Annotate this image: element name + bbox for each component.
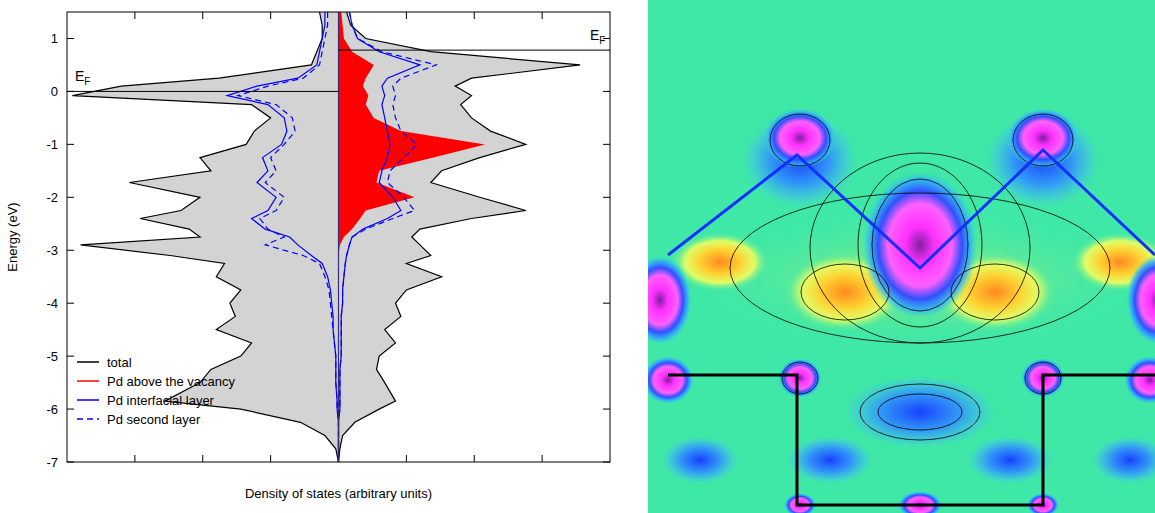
x-tick bbox=[202, 455, 203, 462]
x-tick bbox=[542, 455, 543, 462]
y-tick-label: -3 bbox=[46, 243, 58, 258]
dos-area bbox=[339, 12, 581, 462]
y-tick bbox=[67, 250, 74, 251]
x-tick bbox=[406, 12, 407, 19]
contour bbox=[872, 179, 968, 311]
fermi-label-sub: F bbox=[599, 35, 605, 46]
density-blob bbox=[862, 170, 978, 320]
x-tick bbox=[134, 12, 135, 19]
y-tick-label: -7 bbox=[46, 455, 58, 470]
density-map bbox=[648, 0, 1155, 513]
y-tick bbox=[603, 250, 610, 251]
contour bbox=[951, 264, 1039, 320]
y-tick bbox=[603, 356, 610, 357]
legend: total Pd above the vacancy Pd interfacial … bbox=[77, 355, 235, 427]
y-tick bbox=[67, 91, 74, 92]
y-tick bbox=[67, 197, 74, 198]
legend-swatch bbox=[77, 418, 99, 420]
fermi-label: EF bbox=[75, 68, 90, 87]
dos-area bbox=[72, 12, 338, 462]
dos-line bbox=[339, 12, 420, 462]
y-tick bbox=[603, 144, 610, 145]
dos-area bbox=[339, 12, 486, 462]
fermi-line bbox=[67, 91, 339, 92]
y-tick-label: -1 bbox=[46, 137, 58, 152]
density-blob bbox=[1126, 255, 1155, 345]
contour bbox=[782, 362, 818, 394]
y-tick bbox=[603, 409, 610, 410]
y-tick bbox=[67, 303, 74, 304]
density-blob bbox=[1007, 108, 1079, 168]
dos-line bbox=[339, 12, 437, 462]
dos-line bbox=[227, 12, 338, 462]
plot-area bbox=[67, 12, 610, 462]
y-tick bbox=[603, 197, 610, 198]
y-tick bbox=[67, 356, 74, 357]
y-tick-label: 0 bbox=[51, 84, 58, 99]
contour bbox=[1013, 114, 1073, 166]
y-tick-label: -6 bbox=[46, 402, 58, 417]
x-tick bbox=[474, 455, 475, 462]
dos-line bbox=[238, 12, 339, 462]
fermi-label-sub: F bbox=[84, 76, 90, 87]
legend-label: Pd above the vacancy bbox=[107, 374, 235, 389]
figure: EF EF -7 -6 -5 -4 -3 -2 -1 0 1 Energy (eV) Density o… bbox=[0, 0, 1155, 513]
y-axis: -7 -6 -5 -4 -3 -2 -1 0 1 bbox=[46, 31, 610, 470]
y-tick-label: -2 bbox=[46, 190, 58, 205]
density-blob bbox=[660, 435, 740, 485]
dos-outline bbox=[72, 12, 338, 462]
legend-label: total bbox=[107, 355, 132, 370]
x-tick bbox=[542, 12, 543, 19]
cell-lines bbox=[668, 375, 1155, 505]
y-tick bbox=[603, 462, 610, 463]
contour bbox=[810, 153, 1030, 343]
y-tick bbox=[603, 91, 610, 92]
y-tick bbox=[603, 38, 610, 39]
legend-swatch bbox=[77, 361, 99, 363]
x-tick bbox=[202, 12, 203, 19]
annotations: EF EF bbox=[75, 27, 605, 87]
density-blob bbox=[784, 493, 816, 513]
y-axis-title: Energy (eV) bbox=[5, 202, 20, 271]
legend-label: Pd second layer bbox=[107, 412, 201, 427]
frame bbox=[67, 12, 610, 462]
density-blob bbox=[1124, 356, 1155, 404]
y-tick bbox=[67, 144, 74, 145]
contour bbox=[858, 163, 982, 327]
x-tick bbox=[270, 455, 271, 462]
density-blob bbox=[648, 255, 692, 345]
y-tick bbox=[67, 38, 74, 39]
contour bbox=[860, 384, 980, 440]
y-tick-label: 1 bbox=[51, 31, 58, 46]
y-tick bbox=[67, 462, 74, 463]
fermi-label: EF bbox=[590, 27, 605, 46]
density-blob bbox=[898, 491, 942, 513]
y-tick-label: -4 bbox=[46, 296, 58, 311]
x-tick bbox=[474, 12, 475, 19]
x-tick bbox=[406, 455, 407, 462]
density-blob bbox=[1090, 435, 1155, 485]
contour bbox=[878, 394, 962, 430]
density-blob bbox=[840, 374, 1000, 450]
density-blob bbox=[778, 358, 822, 398]
density-blob bbox=[648, 356, 694, 404]
legend-swatch bbox=[77, 380, 99, 382]
fermi-line bbox=[339, 50, 611, 51]
y-tick bbox=[603, 303, 610, 304]
y-tick bbox=[67, 409, 74, 410]
x-tick bbox=[134, 455, 135, 462]
legend-swatch bbox=[77, 399, 99, 401]
x-tick bbox=[270, 12, 271, 19]
dos-outline bbox=[339, 12, 581, 462]
x-axis-title: Density of states (arbitrary units) bbox=[245, 486, 432, 501]
zero-line bbox=[338, 12, 339, 462]
y-tick-label: -5 bbox=[46, 349, 58, 364]
legend-label: Pd interfacial layer bbox=[107, 393, 215, 408]
contour bbox=[801, 264, 889, 320]
bond-lines bbox=[668, 150, 1155, 268]
